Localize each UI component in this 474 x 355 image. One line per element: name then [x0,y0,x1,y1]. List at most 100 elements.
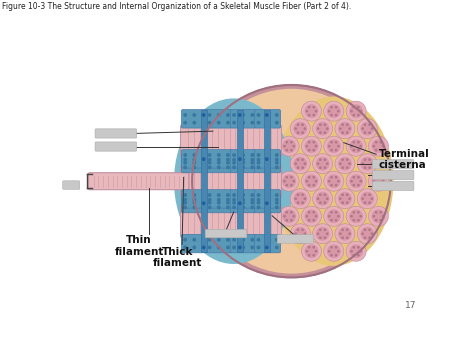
Circle shape [317,233,319,235]
Circle shape [256,158,260,162]
Circle shape [250,161,254,165]
Circle shape [279,136,299,156]
Circle shape [312,149,315,152]
Circle shape [337,180,340,182]
Circle shape [312,141,315,143]
Circle shape [348,127,351,130]
Circle shape [308,149,310,152]
Circle shape [266,201,270,205]
Circle shape [282,174,296,188]
Circle shape [335,254,337,257]
Circle shape [316,157,329,171]
Circle shape [265,157,269,161]
FancyBboxPatch shape [206,154,232,173]
Circle shape [313,224,333,244]
Circle shape [357,176,360,179]
Circle shape [368,171,389,191]
Circle shape [352,184,355,187]
Circle shape [346,236,349,239]
Circle shape [324,193,326,196]
Circle shape [208,153,211,157]
Circle shape [319,158,322,161]
Circle shape [335,119,355,139]
Circle shape [294,233,297,235]
Circle shape [357,189,377,209]
Circle shape [308,114,310,116]
Circle shape [279,171,299,191]
Circle shape [315,145,318,148]
Circle shape [256,161,260,165]
Circle shape [341,166,344,169]
Circle shape [346,241,366,261]
Circle shape [202,113,206,117]
Circle shape [293,227,307,241]
Circle shape [183,153,187,157]
Circle shape [335,149,337,152]
Circle shape [326,127,328,130]
Circle shape [315,215,318,218]
Circle shape [330,106,333,109]
Circle shape [375,149,377,152]
Circle shape [232,113,236,117]
Ellipse shape [274,97,393,266]
Circle shape [226,121,230,125]
Circle shape [327,209,341,223]
Circle shape [317,127,319,130]
Circle shape [208,201,211,205]
Circle shape [335,154,355,174]
Circle shape [373,180,375,182]
Circle shape [338,122,352,136]
FancyBboxPatch shape [206,110,232,128]
Circle shape [350,145,353,148]
Circle shape [375,176,377,179]
Circle shape [335,114,337,116]
Circle shape [217,161,221,165]
FancyBboxPatch shape [372,170,414,180]
Circle shape [279,206,299,226]
Circle shape [201,206,205,209]
Circle shape [352,141,355,143]
Circle shape [352,254,355,257]
Circle shape [183,165,187,169]
Circle shape [305,145,308,148]
Circle shape [305,180,308,182]
Circle shape [335,219,337,222]
Circle shape [297,201,300,204]
Circle shape [183,161,187,165]
Circle shape [290,184,293,187]
Circle shape [275,238,279,242]
Circle shape [202,246,206,249]
Circle shape [359,215,362,218]
FancyBboxPatch shape [206,234,232,253]
Circle shape [217,201,221,205]
Circle shape [241,161,245,165]
Circle shape [315,110,318,113]
Circle shape [324,158,326,161]
Circle shape [241,246,245,249]
Circle shape [208,161,211,165]
Circle shape [341,193,344,196]
Circle shape [294,162,297,165]
Circle shape [256,121,260,125]
Circle shape [226,153,230,157]
Circle shape [382,145,384,148]
Circle shape [201,121,205,125]
Circle shape [352,176,355,179]
Circle shape [301,158,304,161]
Circle shape [304,209,319,223]
Circle shape [312,114,315,116]
Circle shape [282,139,296,153]
Circle shape [335,176,337,179]
Circle shape [290,189,310,209]
Circle shape [226,161,230,165]
FancyBboxPatch shape [182,149,207,168]
Circle shape [201,113,205,117]
Circle shape [373,145,375,148]
Circle shape [305,110,308,113]
Circle shape [368,158,371,161]
Text: Thick
filament: Thick filament [153,247,202,268]
FancyBboxPatch shape [230,190,256,208]
Circle shape [192,206,196,209]
Circle shape [324,228,326,231]
Circle shape [349,174,363,188]
